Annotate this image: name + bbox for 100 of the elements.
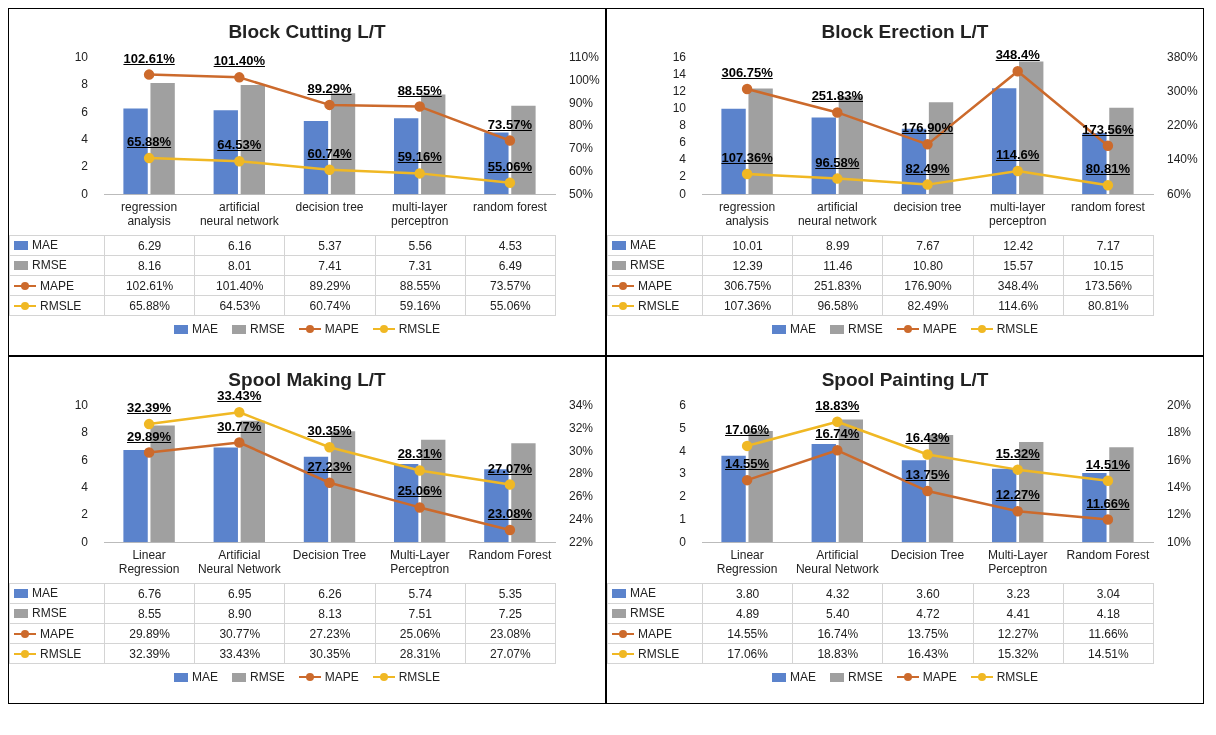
legend-label: RMSLE bbox=[40, 646, 82, 661]
data-label: 55.06% bbox=[465, 295, 556, 316]
text: 60.74% bbox=[307, 145, 352, 161]
data-label: 3.04 bbox=[1063, 583, 1154, 604]
y2-tick-label: 110% bbox=[569, 50, 600, 65]
point bbox=[143, 447, 155, 458]
text: 29.89% bbox=[127, 428, 172, 444]
data-label: 12.27% bbox=[973, 623, 1064, 644]
y2-tick-label: 50% bbox=[569, 186, 594, 201]
text: 73.57% bbox=[487, 116, 532, 132]
point bbox=[143, 418, 155, 430]
data-label: 107.36% bbox=[702, 295, 793, 316]
text: 14.55% bbox=[725, 456, 770, 472]
x-tick-label: Decision Tree bbox=[292, 547, 367, 562]
y-tick-label: 10 bbox=[74, 50, 89, 65]
text: 64.53% bbox=[217, 137, 262, 153]
text: 102.61% bbox=[123, 50, 175, 66]
data-label: 6.95 bbox=[194, 583, 285, 604]
data-label: 11.46 bbox=[792, 255, 883, 276]
data-label: 8.90 bbox=[194, 603, 285, 624]
point bbox=[922, 485, 933, 497]
data-label: 4.18 bbox=[1063, 603, 1154, 624]
y-tick-label: 4 bbox=[679, 443, 687, 458]
point bbox=[324, 442, 335, 453]
y2-tick-label: 18% bbox=[1167, 425, 1192, 440]
text: MAE bbox=[789, 322, 816, 336]
y2-tick-label: 140% bbox=[1167, 152, 1199, 167]
bar bbox=[213, 447, 238, 543]
point bbox=[234, 437, 245, 448]
data-label: 96.58% bbox=[792, 295, 883, 316]
point bbox=[922, 449, 933, 460]
data-label: 82.49% bbox=[882, 295, 974, 316]
text: MAPE bbox=[922, 670, 957, 684]
y-tick-label: 10 bbox=[74, 398, 89, 413]
data-label: 7.51 bbox=[375, 603, 466, 624]
legend-label: RMSLE bbox=[638, 646, 680, 661]
text: 88.55% bbox=[397, 82, 442, 98]
text: 15.32% bbox=[995, 445, 1040, 461]
text: 32.39% bbox=[127, 400, 172, 416]
data-label: 11.66% bbox=[1063, 623, 1154, 644]
text: 17.06% bbox=[725, 421, 770, 437]
data-label: 12.42 bbox=[973, 235, 1064, 256]
text: MAE bbox=[191, 322, 218, 336]
y2-tick-label: 14% bbox=[1167, 479, 1192, 494]
point bbox=[922, 139, 933, 150]
text: MAE bbox=[191, 670, 218, 684]
data-label: 8.16 bbox=[104, 255, 195, 276]
y-tick-label: 1 bbox=[679, 511, 687, 526]
data-label: 8.99 bbox=[792, 235, 883, 256]
x-tick-label: decision tree bbox=[295, 199, 364, 214]
point bbox=[504, 177, 516, 188]
point bbox=[922, 179, 933, 190]
data-label: 4.53 bbox=[465, 235, 556, 256]
y-tick-label: 4 bbox=[679, 152, 687, 167]
legend-label: RMSE bbox=[630, 258, 665, 273]
text: 16.74% bbox=[815, 426, 860, 442]
y-tick-label: 0 bbox=[81, 534, 89, 549]
x-tick-label: Random Forest bbox=[1066, 547, 1150, 562]
legend-label: RMSE bbox=[630, 606, 665, 621]
text: 114.6% bbox=[996, 146, 1040, 162]
data-label: 101.40% bbox=[194, 275, 285, 296]
chart-title: Spool Making L/T bbox=[228, 368, 387, 390]
x-tick-label: Decision Tree bbox=[890, 547, 965, 562]
y-tick-label: 4 bbox=[81, 479, 89, 494]
data-label: 10.15 bbox=[1063, 255, 1154, 276]
data-label: 12.39 bbox=[702, 255, 793, 276]
data-label: 8.01 bbox=[194, 255, 285, 276]
text: 25.06% bbox=[397, 483, 442, 499]
data-label: 30.35% bbox=[284, 643, 376, 664]
data-label: 13.75% bbox=[882, 623, 974, 644]
text: 18.83% bbox=[815, 397, 860, 413]
y-tick-label: 12 bbox=[672, 84, 687, 99]
data-label: 5.35 bbox=[465, 583, 556, 604]
x-tick-label: artificial neural network bbox=[797, 199, 878, 229]
point bbox=[832, 173, 843, 184]
x-tick-label: Linear Regression bbox=[118, 547, 180, 577]
text: 12.27% bbox=[995, 487, 1040, 503]
y-tick-label: 10 bbox=[672, 101, 687, 116]
point bbox=[741, 474, 753, 486]
y-tick-label: 0 bbox=[81, 186, 89, 201]
text: 101.40% bbox=[213, 53, 265, 69]
text: 30.35% bbox=[307, 423, 352, 439]
x-tick-label: Linear Regression bbox=[716, 547, 778, 577]
data-label: 5.56 bbox=[375, 235, 466, 256]
point bbox=[414, 465, 425, 476]
data-label: 89.29% bbox=[284, 275, 376, 296]
text: MAPE bbox=[922, 322, 957, 336]
y2-tick-label: 28% bbox=[569, 466, 594, 481]
data-label: 28.31% bbox=[375, 643, 466, 664]
data-label: 7.67 bbox=[882, 235, 974, 256]
data-label: 27.07% bbox=[465, 643, 556, 664]
point bbox=[324, 477, 335, 488]
data-label: 173.56% bbox=[1063, 275, 1154, 296]
y2-tick-label: 70% bbox=[569, 141, 594, 156]
point bbox=[324, 99, 335, 111]
point bbox=[414, 168, 425, 179]
data-label: 15.57 bbox=[973, 255, 1064, 276]
x-tick-label: Random Forest bbox=[468, 547, 552, 562]
text: MAPE bbox=[324, 670, 359, 684]
point bbox=[414, 101, 425, 112]
